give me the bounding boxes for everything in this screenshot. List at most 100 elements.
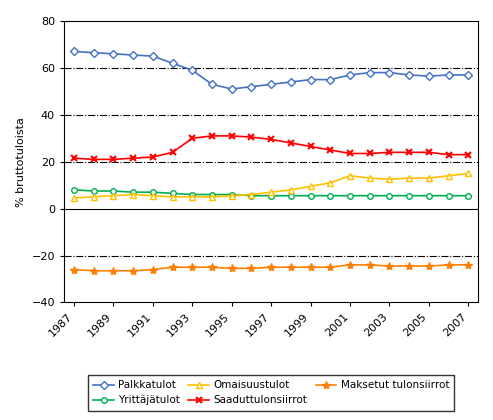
Palkkatulot (288, 79, 294, 84)
Maksetut tulonsiirrot (288, 265, 294, 270)
Omaisuustulot (308, 184, 314, 189)
Yrittäjätulot (189, 192, 195, 197)
Saaduttulonsiirrot (209, 134, 215, 139)
Omaisuustulot (465, 171, 471, 176)
Saaduttulonsiirrot (387, 150, 392, 155)
Palkkatulot (130, 52, 136, 58)
Omaisuustulot (367, 176, 373, 181)
Legend: Palkkatulot, Yrittäjätulot, Omaisuustulot, Saaduttulonsiirrot, Maksetut tulonsii: Palkkatulot, Yrittäjätulot, Omaisuustulo… (88, 375, 455, 411)
Maksetut tulonsiirrot (406, 263, 412, 268)
Palkkatulot (347, 72, 353, 77)
Saaduttulonsiirrot (446, 152, 452, 157)
Yrittäjätulot (130, 190, 136, 195)
Saaduttulonsiirrot (268, 137, 274, 142)
Maksetut tulonsiirrot (327, 265, 333, 270)
Palkkatulot (150, 54, 156, 59)
Yrittäjätulot (367, 193, 373, 198)
Saaduttulonsiirrot (71, 156, 77, 161)
Palkkatulot (308, 77, 314, 82)
Saaduttulonsiirrot (288, 140, 294, 145)
Maksetut tulonsiirrot (170, 265, 176, 270)
Palkkatulot (248, 84, 254, 89)
Line: Palkkatulot: Palkkatulot (71, 49, 471, 92)
Saaduttulonsiirrot (229, 134, 235, 139)
Saaduttulonsiirrot (110, 157, 116, 162)
Yrittäjätulot (446, 193, 452, 198)
Palkkatulot (406, 72, 412, 77)
Omaisuustulot (130, 192, 136, 197)
Omaisuustulot (327, 180, 333, 185)
Palkkatulot (268, 82, 274, 87)
Saaduttulonsiirrot (150, 155, 156, 160)
Maksetut tulonsiirrot (71, 267, 77, 272)
Omaisuustulot (406, 176, 412, 181)
Yrittäjätulot (110, 189, 116, 194)
Omaisuustulot (71, 196, 77, 201)
Yrittäjätulot (268, 193, 274, 198)
Yrittäjätulot (327, 193, 333, 198)
Saaduttulonsiirrot (189, 136, 195, 141)
Yrittäjätulot (308, 193, 314, 198)
Maksetut tulonsiirrot (308, 265, 314, 270)
Maksetut tulonsiirrot (150, 267, 156, 272)
Palkkatulot (465, 72, 471, 77)
Palkkatulot (209, 82, 215, 87)
Saaduttulonsiirrot (327, 147, 333, 152)
Omaisuustulot (268, 190, 274, 195)
Palkkatulot (327, 77, 333, 82)
Yrittäjätulot (248, 193, 254, 198)
Saaduttulonsiirrot (426, 150, 432, 155)
Maksetut tulonsiirrot (426, 263, 432, 268)
Line: Saaduttulonsiirrot: Saaduttulonsiirrot (70, 132, 472, 163)
Yrittäjätulot (426, 193, 432, 198)
Maksetut tulonsiirrot (189, 265, 195, 270)
Omaisuustulot (426, 176, 432, 181)
Yrittäjätulot (150, 190, 156, 195)
Omaisuustulot (229, 193, 235, 198)
Maksetut tulonsiirrot (446, 262, 452, 268)
Omaisuustulot (288, 187, 294, 192)
Saaduttulonsiirrot (170, 150, 176, 155)
Saaduttulonsiirrot (347, 151, 353, 156)
Yrittäjätulot (91, 189, 97, 194)
Line: Yrittäjätulot: Yrittäjätulot (71, 187, 471, 199)
Yrittäjätulot (288, 193, 294, 198)
Yrittäjätulot (229, 192, 235, 197)
Yrittäjätulot (465, 193, 471, 198)
Maksetut tulonsiirrot (248, 266, 254, 271)
Maksetut tulonsiirrot (465, 262, 471, 268)
Palkkatulot (91, 50, 97, 55)
Maksetut tulonsiirrot (229, 266, 235, 271)
Yrittäjätulot (387, 193, 392, 198)
Maksetut tulonsiirrot (110, 268, 116, 273)
Omaisuustulot (248, 192, 254, 197)
Saaduttulonsiirrot (367, 151, 373, 156)
Omaisuustulot (170, 194, 176, 200)
Palkkatulot (367, 70, 373, 75)
Maksetut tulonsiirrot (387, 263, 392, 268)
Omaisuustulot (189, 194, 195, 200)
Saaduttulonsiirrot (248, 134, 254, 139)
Maksetut tulonsiirrot (209, 265, 215, 270)
Y-axis label: % bruttotuloista: % bruttotuloista (16, 117, 26, 207)
Yrittäjätulot (71, 187, 77, 192)
Palkkatulot (71, 49, 77, 54)
Line: Maksetut tulonsiirrot: Maksetut tulonsiirrot (70, 261, 472, 275)
Maksetut tulonsiirrot (347, 262, 353, 268)
Omaisuustulot (209, 194, 215, 200)
Yrittäjätulot (347, 193, 353, 198)
Palkkatulot (387, 70, 392, 75)
Omaisuustulot (110, 193, 116, 198)
Yrittäjätulot (209, 192, 215, 197)
Palkkatulot (426, 74, 432, 79)
Saaduttulonsiirrot (406, 150, 412, 155)
Maksetut tulonsiirrot (268, 265, 274, 270)
Maksetut tulonsiirrot (367, 262, 373, 268)
Omaisuustulot (150, 193, 156, 198)
Omaisuustulot (446, 173, 452, 178)
Saaduttulonsiirrot (465, 152, 471, 157)
Saaduttulonsiirrot (91, 157, 97, 162)
Palkkatulot (170, 60, 176, 66)
Yrittäjätulot (170, 191, 176, 196)
Line: Omaisuustulot: Omaisuustulot (71, 171, 471, 201)
